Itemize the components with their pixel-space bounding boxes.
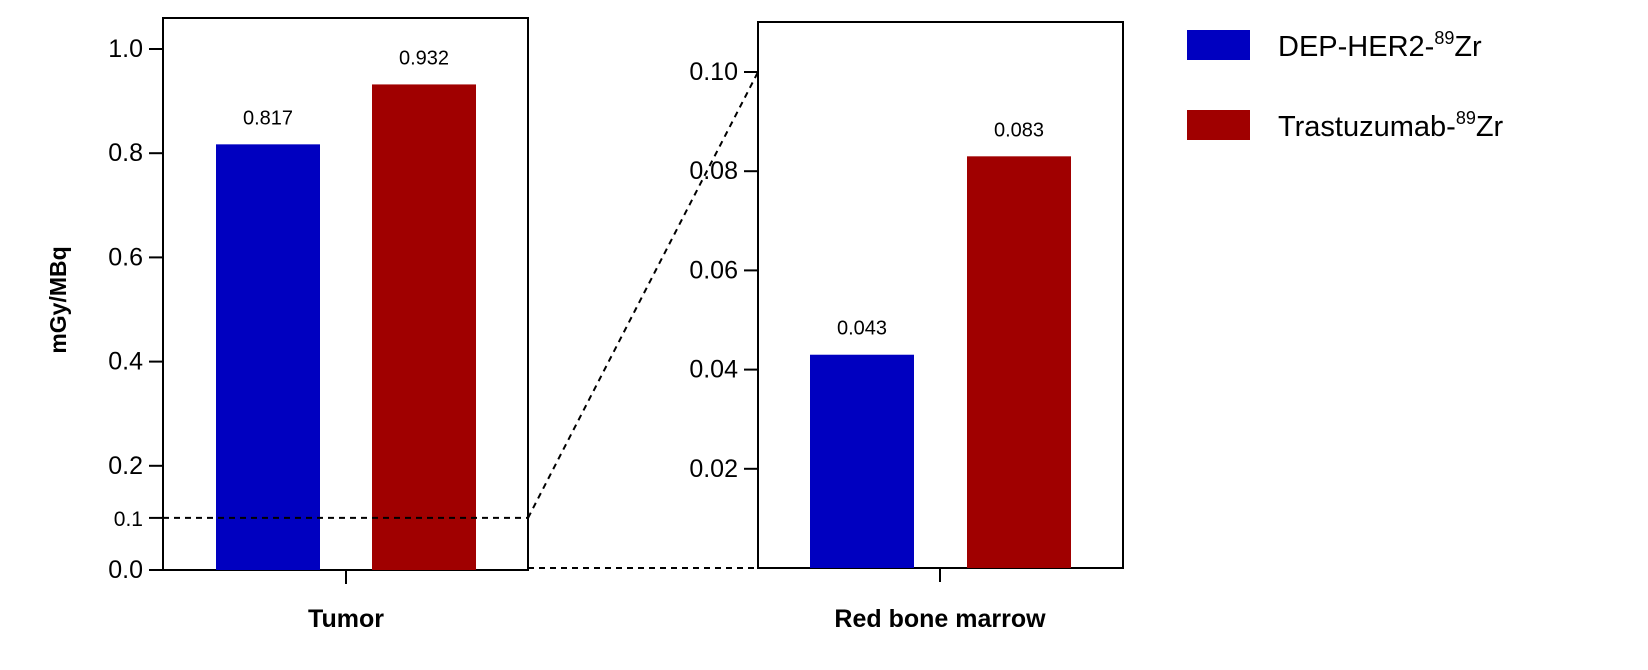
category-label: Tumor: [308, 605, 384, 633]
y-tick-label: 0.04: [689, 356, 738, 384]
legend-swatch: [1187, 30, 1250, 60]
y-tick-label: 0.2: [108, 452, 143, 480]
bar: [216, 144, 320, 570]
y-tick-label: 0.1: [114, 508, 143, 531]
y-tick-label: 0.6: [108, 243, 143, 271]
data-label: 0.043: [837, 318, 887, 340]
legend-label: Trastuzumab-89Zr: [1278, 108, 1504, 143]
bar: [967, 156, 1071, 568]
y-axis-title: mGy/MBq: [45, 246, 71, 353]
y-tick-label: 0.02: [689, 455, 738, 483]
data-label: 0.083: [994, 119, 1044, 141]
y-tick-label: 0.8: [108, 139, 143, 167]
data-label: 0.817: [243, 107, 293, 129]
red-bone-marrow-panel: 0.02 0.04 0.06 0.08 0.10 0.043 0.083 Red bone m…: [689, 21, 1124, 633]
category-label: Red bone marrow: [834, 605, 1046, 633]
legend-swatch: [1187, 110, 1250, 140]
y-tick-label: 0.10: [689, 58, 738, 86]
legend: DEP-HER2-89Zr Trastuzumab-89Zr: [1187, 28, 1504, 143]
data-label: 0.932: [399, 47, 449, 69]
y-tick-label: 0.06: [689, 256, 738, 284]
y-tick-label: 0.08: [689, 157, 738, 185]
y-tick-label: 1.0: [108, 35, 143, 63]
zoom-line-top: [527, 71, 759, 519]
y-tick-label: 0.0: [108, 556, 143, 584]
y-tick-label: 0.4: [108, 348, 143, 376]
bar: [372, 84, 476, 570]
zoom-connector-lines: [527, 71, 759, 569]
bar: [810, 354, 914, 568]
tumor-panel: 0.0 0.1 0.2 0.4 0.6 0.8 1.0 0.817 0.932 Tumor: [108, 17, 529, 633]
legend-label: DEP-HER2-89Zr: [1278, 28, 1482, 63]
